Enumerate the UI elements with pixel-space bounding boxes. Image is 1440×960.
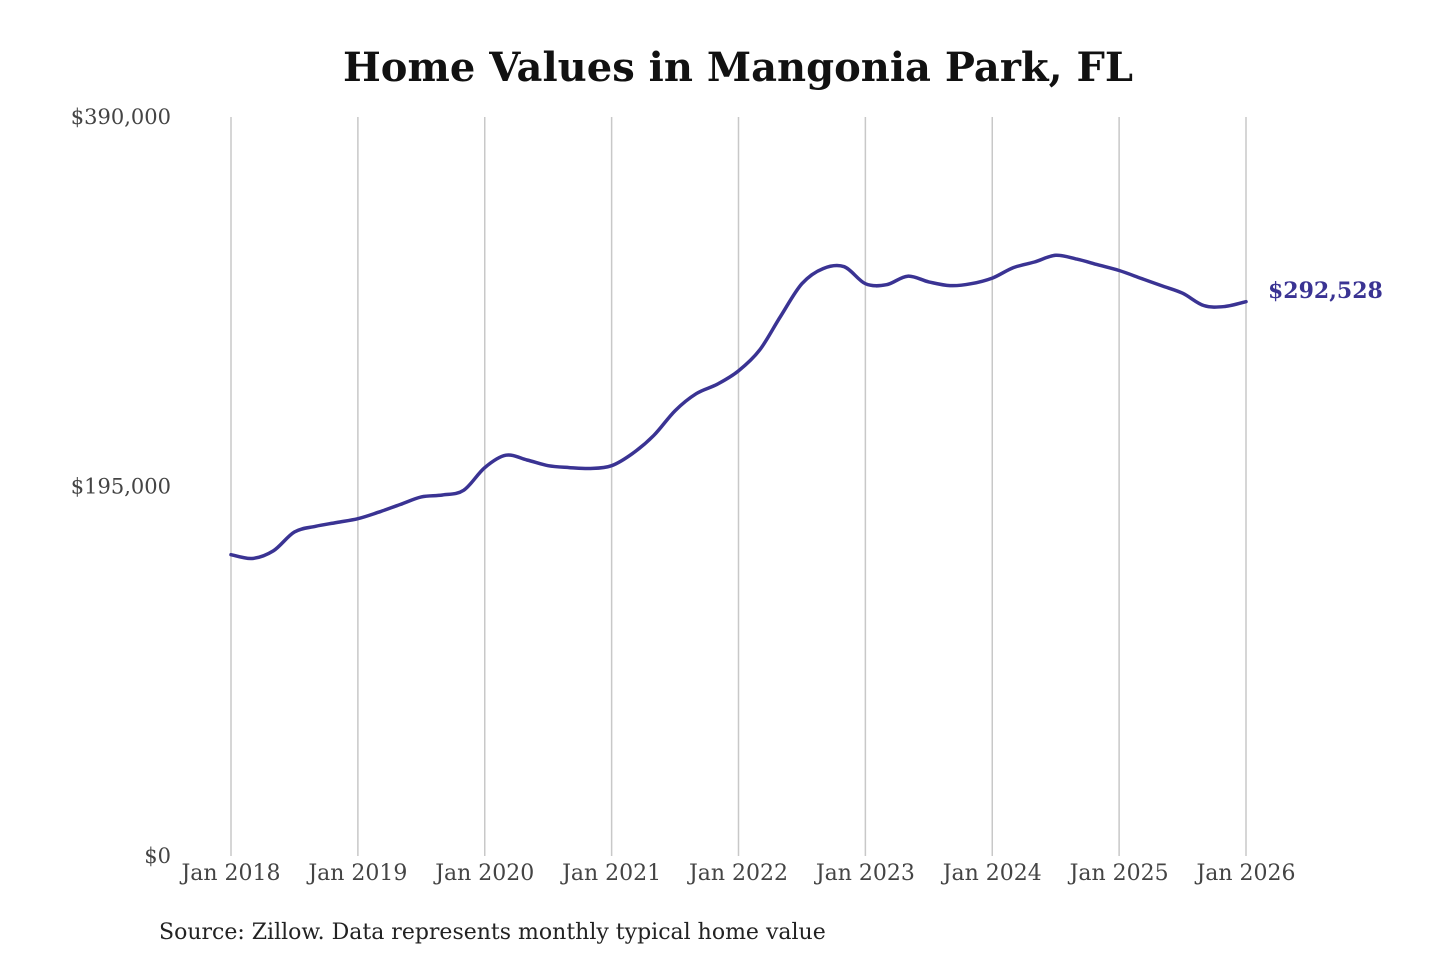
y-tick-label: $390,000 [71,105,171,129]
y-tick-label: $0 [144,844,171,868]
home-value-series-line [229,253,1248,561]
y-axis-ticks: $390,000 $195,000 $0 [71,105,171,868]
x-tick-label: Jan 2023 [814,861,915,886]
x-tick-label: Jan 2019 [306,861,407,886]
x-tick-label: Jan 2021 [560,861,661,886]
vertical-gridlines [230,117,1247,856]
x-axis-ticks: Jan 2018 Jan 2019 Jan 2020 Jan 2021 Jan 2022… [179,861,1295,886]
x-tick-label: Jan 2020 [433,861,534,886]
x-tick-label: Jan 2026 [1194,861,1295,886]
y-tick-label: $195,000 [71,475,171,499]
x-tick-label: Jan 2018 [179,861,280,886]
x-tick-label: Jan 2024 [941,861,1042,886]
source-note: Source: Zillow. Data represents monthly … [159,920,826,945]
chart-title: Home Values in Mangonia Park, FL [343,44,1133,91]
end-value-label: $292,528 [1268,278,1383,304]
series-layer [229,253,1248,561]
x-tick-label: Jan 2025 [1068,861,1169,886]
x-tick-label: Jan 2022 [687,861,788,886]
